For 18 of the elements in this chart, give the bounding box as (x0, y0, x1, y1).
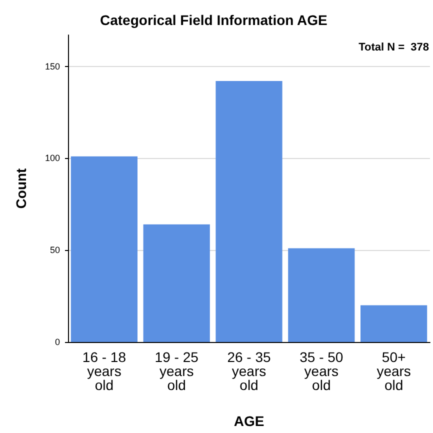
chart-title: Categorical Field Information AGE (100, 12, 328, 28)
y-tick-label: 0 (54, 337, 60, 347)
x-axis-title: AGE (234, 413, 264, 429)
x-tick-label: 50+ years old (376, 349, 411, 393)
y-tick-label: 150 (44, 61, 60, 72)
bar (288, 248, 355, 342)
x-tick-label: 35 - 50 years old (300, 349, 344, 393)
bar (143, 224, 210, 342)
y-tick-label: 50 (50, 245, 60, 256)
y-tick-label: 100 (44, 153, 60, 164)
bar (216, 80, 282, 342)
y-axis-title: Count (13, 168, 29, 209)
bar (360, 305, 428, 342)
annotation: Total N = 378 (358, 42, 429, 54)
x-tick-label: 16 - 18 years old (82, 349, 126, 393)
bar (70, 156, 138, 342)
x-tick-label: 19 - 25 years old (154, 349, 199, 393)
x-tick-label: 26 - 35 years old (227, 349, 272, 393)
